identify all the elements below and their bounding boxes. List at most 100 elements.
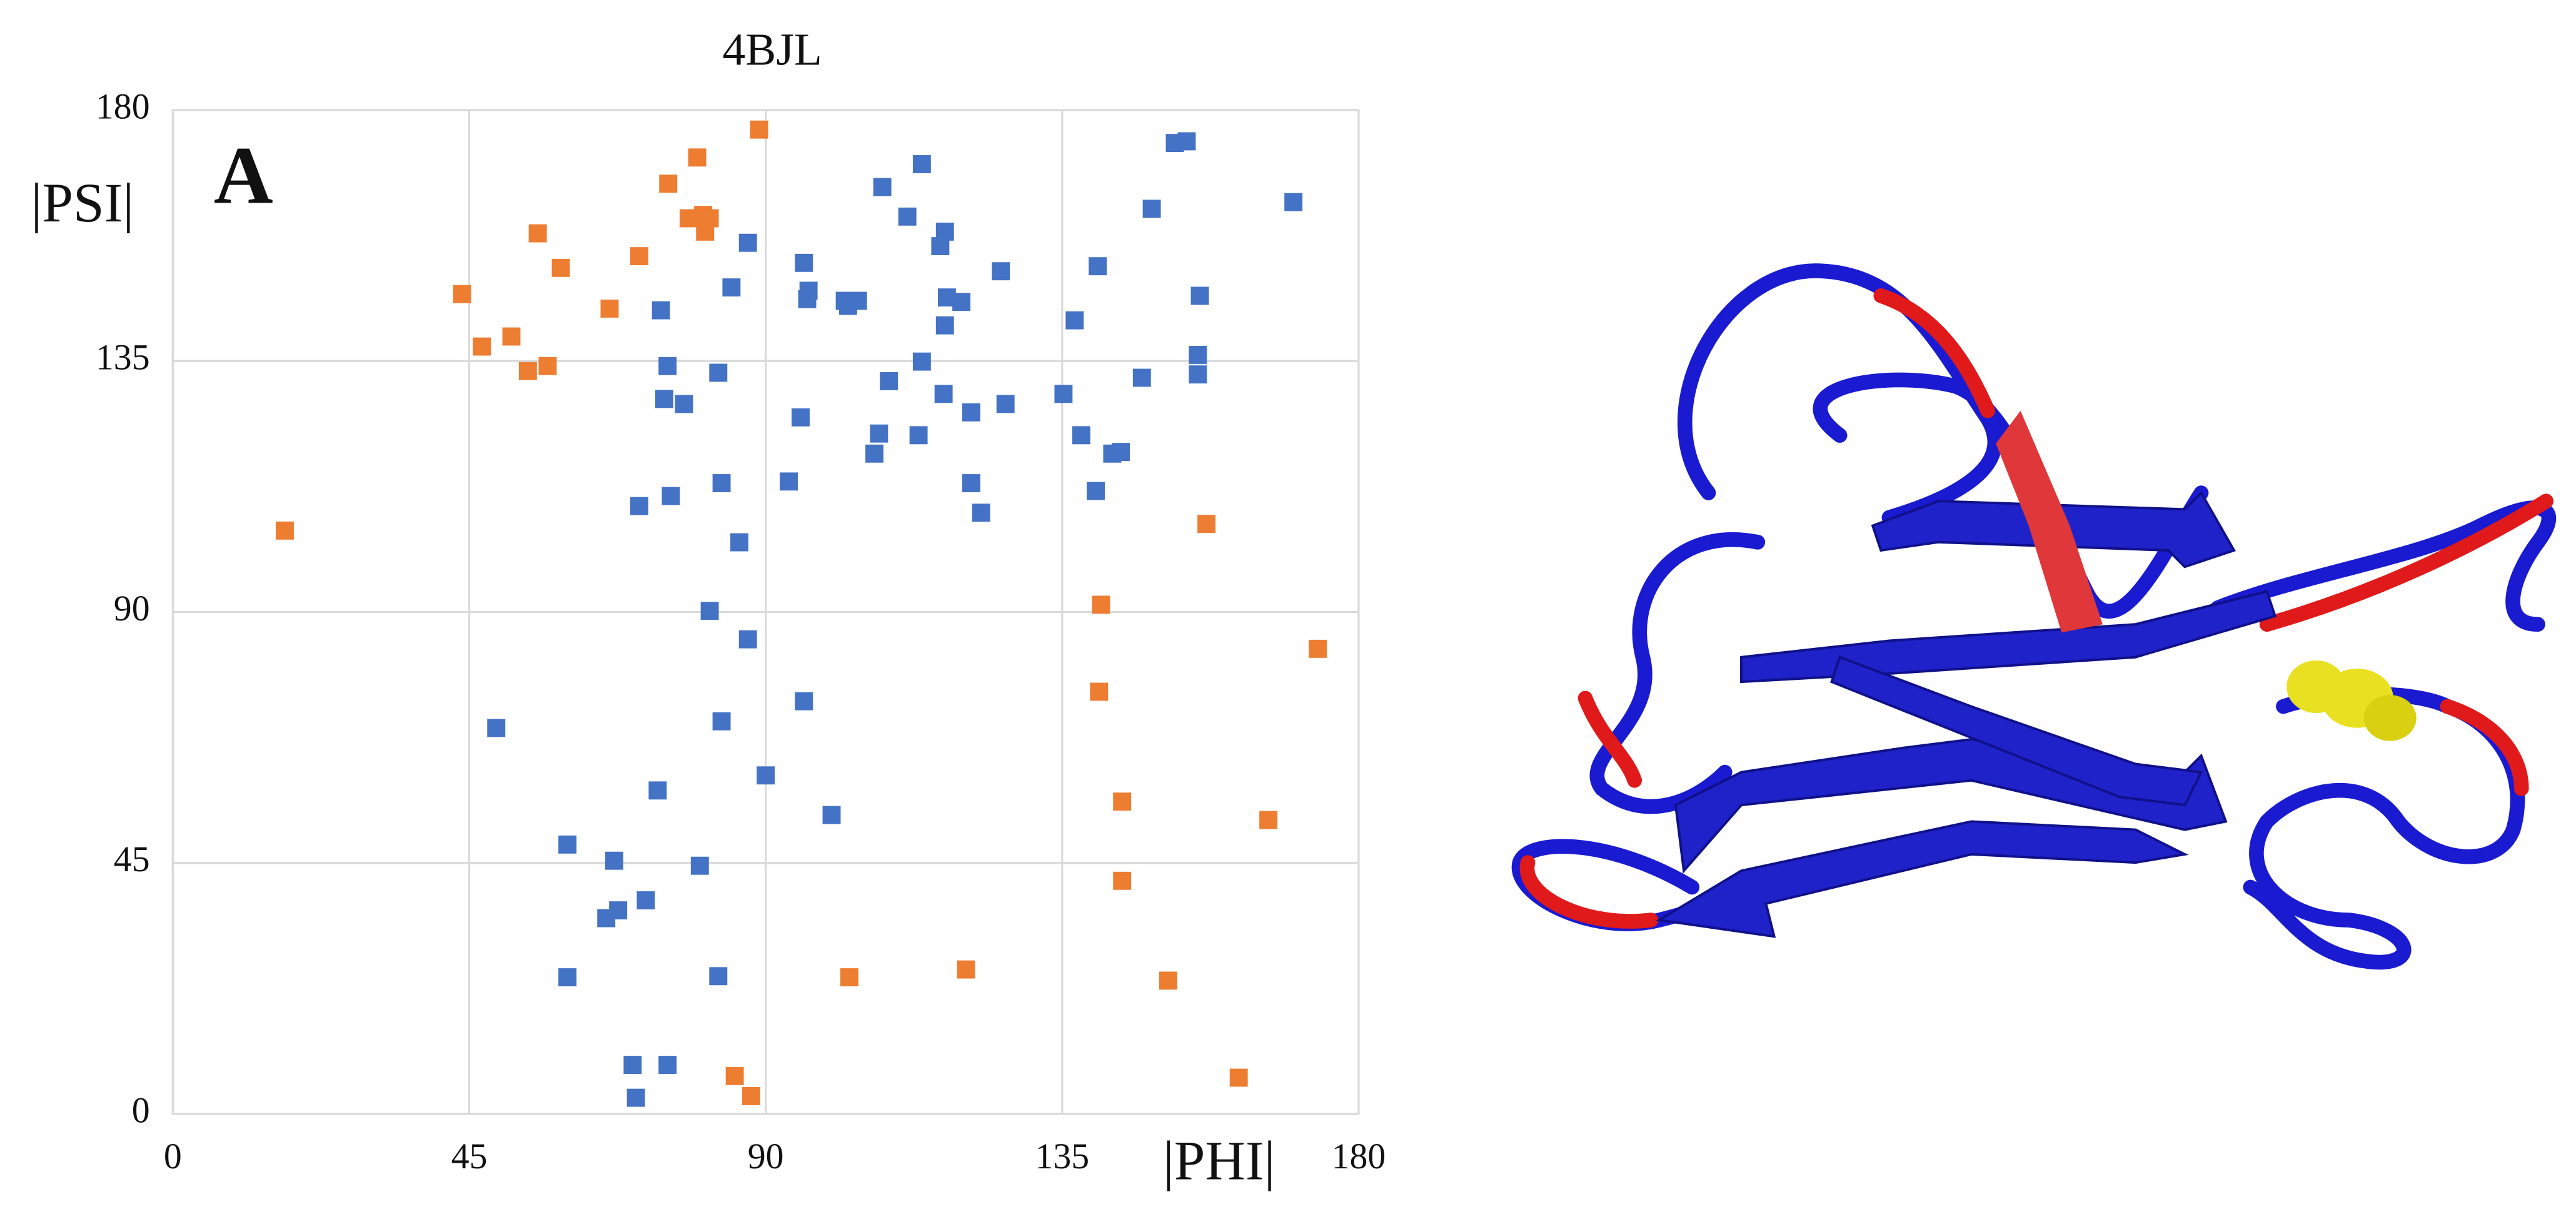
point	[912, 352, 931, 371]
point	[722, 278, 741, 296]
point	[1159, 971, 1177, 990]
point	[1090, 682, 1109, 701]
ribbon-red	[2440, 699, 2529, 796]
x-tick-label: 180	[1332, 1136, 1386, 1176]
point	[798, 290, 817, 308]
point	[453, 285, 471, 303]
point	[738, 630, 757, 649]
point	[1259, 811, 1278, 829]
point	[636, 891, 655, 909]
point	[690, 856, 709, 875]
point	[1087, 482, 1105, 500]
point	[659, 174, 678, 193]
x-tick-label: 45	[451, 1136, 488, 1176]
point	[840, 968, 858, 986]
point	[822, 806, 841, 824]
point	[558, 968, 576, 986]
point	[597, 909, 616, 928]
x-axis-label: |PHI|	[1163, 1130, 1275, 1192]
point	[688, 148, 707, 167]
ligand	[2363, 695, 2417, 741]
point	[1165, 134, 1184, 153]
ribbon	[1589, 532, 1766, 814]
point	[935, 316, 954, 335]
point	[865, 444, 883, 463]
point	[630, 497, 648, 515]
point	[658, 357, 677, 375]
point	[600, 299, 619, 318]
point	[992, 262, 1010, 281]
point	[712, 712, 731, 731]
point	[934, 385, 953, 403]
ribbon-red	[1577, 690, 1643, 788]
point	[972, 503, 990, 522]
point	[1142, 200, 1161, 218]
point	[1229, 1068, 1248, 1087]
y-tick-label: 0	[132, 1090, 150, 1130]
chart-title: 4BJL	[722, 24, 822, 75]
point	[780, 472, 798, 491]
point	[623, 1056, 642, 1074]
y-tick-label: 180	[96, 86, 150, 126]
point	[655, 390, 673, 408]
point	[962, 474, 980, 492]
point	[652, 301, 670, 320]
point	[957, 960, 975, 979]
panel-label: A	[214, 130, 273, 221]
y-tick-label: 90	[114, 589, 150, 629]
point	[626, 1088, 645, 1107]
point	[473, 337, 491, 356]
point	[1054, 385, 1073, 403]
point	[952, 293, 971, 311]
point	[730, 533, 748, 552]
point	[528, 224, 547, 243]
point	[558, 835, 576, 854]
point	[912, 155, 931, 173]
point	[487, 719, 506, 737]
point	[838, 296, 857, 315]
point	[1190, 286, 1209, 305]
ribbon-red	[2259, 493, 2553, 632]
beta-strand	[1740, 590, 2277, 684]
protein-structure	[1511, 263, 2557, 970]
point	[996, 395, 1015, 413]
point	[630, 247, 648, 266]
point	[712, 474, 731, 492]
beta-strand	[1655, 820, 2189, 938]
y-tick-label: 135	[96, 338, 150, 378]
point	[1103, 444, 1122, 463]
point	[648, 781, 667, 800]
point	[795, 692, 813, 711]
point	[658, 1056, 677, 1074]
point	[276, 521, 294, 540]
x-tick-label: 90	[748, 1136, 784, 1176]
point	[709, 363, 728, 382]
point	[518, 362, 537, 380]
point	[1089, 257, 1107, 276]
point	[738, 233, 757, 252]
point	[792, 408, 810, 427]
plot: 0 45 90 135 180 0 45 90 135 180	[96, 86, 1386, 1176]
point	[538, 357, 557, 375]
point	[605, 851, 623, 870]
point	[1113, 871, 1132, 890]
point	[551, 258, 570, 277]
point	[1284, 193, 1303, 211]
point	[709, 967, 728, 986]
point	[675, 395, 693, 413]
point	[1189, 345, 1207, 364]
point	[909, 426, 928, 445]
y-tick-label: 45	[114, 839, 150, 879]
point	[725, 1066, 744, 1085]
point	[880, 372, 898, 390]
point	[870, 424, 888, 443]
ribbon-red	[1873, 288, 1995, 418]
point	[742, 1087, 760, 1105]
point	[750, 120, 768, 139]
point	[1197, 515, 1216, 534]
point	[757, 766, 775, 785]
point	[1132, 368, 1151, 387]
beta-strand-red	[1996, 410, 2103, 633]
beta-strand	[1830, 655, 2203, 807]
